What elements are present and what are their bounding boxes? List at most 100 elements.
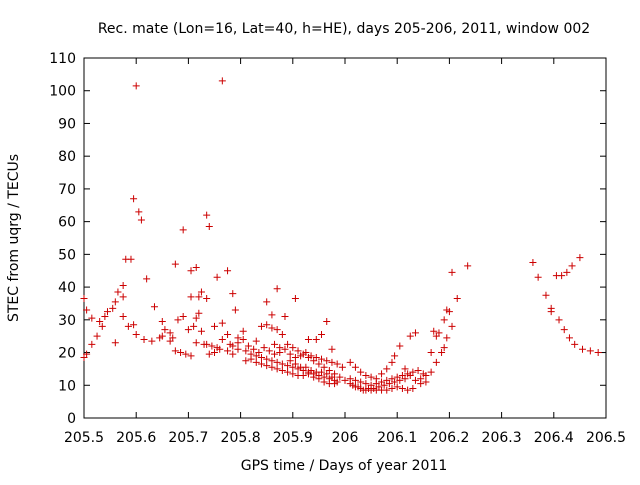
data-point — [565, 334, 573, 342]
data-point — [357, 368, 365, 376]
data-point — [367, 373, 375, 381]
data-point — [310, 373, 318, 381]
data-point — [271, 350, 279, 358]
x-axis-ticks: 205.5 205.6 205.7 205.8 205.9 206 206.1 206.2 20… — [64, 58, 626, 446]
data-point — [166, 329, 174, 337]
data-point — [226, 340, 234, 348]
data-point — [278, 367, 286, 375]
data-point — [576, 254, 584, 262]
data-point — [268, 363, 276, 371]
data-point — [445, 308, 453, 316]
data-point — [271, 340, 279, 348]
data-point — [312, 335, 320, 343]
data-point — [239, 335, 247, 343]
data-point — [284, 340, 292, 348]
data-point — [529, 259, 537, 267]
data-point — [414, 367, 422, 375]
data-point — [299, 371, 307, 379]
data-point — [187, 267, 195, 275]
data-point — [372, 380, 380, 388]
data-point — [213, 344, 221, 352]
data-point — [357, 378, 365, 386]
data-point — [203, 211, 211, 219]
data-point — [158, 317, 166, 325]
y-axis-label: STEC from uqrg / TECUs — [6, 154, 22, 322]
data-point — [558, 272, 566, 280]
data-point — [211, 349, 218, 357]
x-axis-label: GPS time / Days of year 2011 — [241, 458, 448, 474]
data-point — [158, 332, 166, 340]
data-point — [109, 304, 117, 312]
x-tick-label: 206.4 — [534, 430, 574, 446]
data-point — [435, 329, 443, 337]
data-point — [195, 293, 203, 301]
data-point — [137, 216, 145, 224]
data-point — [218, 335, 226, 343]
data-point — [315, 360, 323, 368]
data-point — [542, 291, 550, 299]
data-point — [304, 353, 312, 361]
data-point — [430, 327, 438, 335]
data-point — [422, 378, 430, 386]
data-point — [318, 368, 326, 376]
data-point — [362, 371, 370, 379]
data-point — [119, 281, 127, 289]
data-point — [393, 373, 401, 381]
data-point — [346, 358, 354, 366]
data-point — [286, 357, 294, 365]
data-point — [179, 226, 187, 234]
data-point — [192, 339, 200, 347]
data-point — [177, 349, 185, 357]
data-point — [130, 195, 138, 203]
data-point — [190, 322, 198, 330]
data-point — [203, 295, 211, 303]
data-point — [130, 321, 138, 329]
data-point — [302, 363, 310, 371]
data-point — [396, 342, 404, 350]
data-point — [242, 347, 250, 355]
data-point — [273, 326, 281, 334]
data-point — [320, 378, 328, 386]
data-point — [286, 350, 294, 358]
data-point — [393, 383, 401, 391]
data-point — [263, 298, 271, 306]
data-point — [114, 288, 122, 296]
data-point — [318, 355, 326, 363]
data-point — [213, 273, 221, 281]
data-point — [192, 314, 200, 322]
data-point — [257, 322, 265, 330]
y-tick-label: 80 — [58, 149, 76, 165]
data-point — [378, 370, 386, 378]
data-point — [320, 363, 328, 371]
data-point — [411, 329, 419, 337]
data-point — [143, 275, 151, 283]
data-point — [351, 383, 359, 391]
data-point — [346, 380, 354, 388]
data-point — [409, 368, 417, 376]
data-point — [388, 358, 396, 366]
data-point — [234, 345, 242, 353]
data-point — [362, 380, 370, 388]
data-point — [411, 376, 419, 384]
y-tick-label: 100 — [49, 84, 76, 100]
data-point — [195, 309, 203, 317]
data-point — [140, 335, 148, 343]
data-point — [211, 322, 218, 330]
x-tick-label: 206.5 — [586, 430, 626, 446]
data-point — [179, 313, 187, 321]
data-point — [404, 386, 412, 394]
data-point — [229, 350, 237, 358]
data-point — [119, 313, 127, 321]
x-tick-label: 206.3 — [482, 430, 522, 446]
data-point — [427, 368, 435, 376]
data-point — [586, 347, 594, 355]
data-point — [401, 365, 409, 373]
data-point — [244, 342, 252, 350]
data-point — [265, 347, 273, 355]
data-point — [464, 262, 472, 270]
data-point — [148, 337, 156, 345]
x-tick-label: 205.7 — [168, 430, 208, 446]
data-point — [291, 295, 299, 303]
